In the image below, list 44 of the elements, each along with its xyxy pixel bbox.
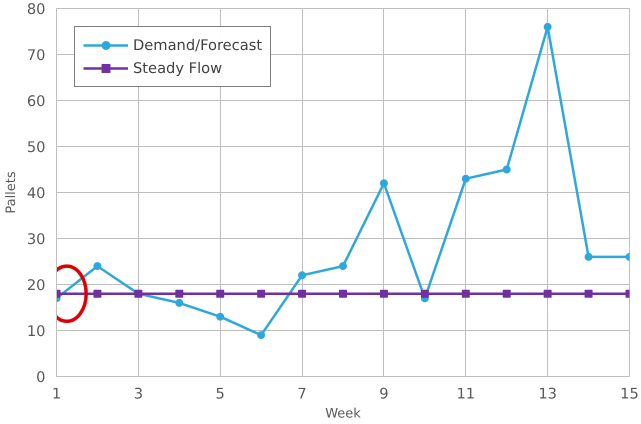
point [175,298,184,307]
y-tick-label: 60 [26,93,46,110]
point [257,331,266,340]
point [298,271,306,280]
y-axis-title: Pallets [4,171,19,214]
point [298,290,306,298]
point [584,290,593,298]
point [257,290,266,298]
point [380,179,388,188]
legend-label: Steady Flow [133,60,222,76]
point [216,312,224,321]
x-tick-label: 15 [620,386,639,402]
y-tick-label: 80 [26,1,46,18]
y-tick-label: 20 [26,277,46,294]
x-tick-label: 3 [134,386,144,402]
y-tick-label: 30 [26,231,46,248]
y-tick-label: 40 [26,185,46,202]
x-tick-label: 5 [216,386,225,402]
point [420,290,429,298]
x-tick-label: 9 [379,386,389,402]
point [462,290,470,298]
point [216,290,224,298]
point [502,290,511,298]
point [502,166,511,174]
x-tick-label: 1 [52,386,62,402]
y-tick-label: 70 [26,47,46,64]
x-tick-label: 13 [538,386,557,402]
y-tick-label: 10 [26,323,46,340]
point [462,174,470,183]
y-tick-label: 50 [26,139,46,156]
legend-label: Demand/Forecast [133,36,262,54]
point [93,290,102,298]
point [544,22,552,31]
point [175,290,184,298]
point [584,252,593,261]
y-tick-label: 0 [36,369,46,386]
point [339,290,347,298]
point [544,290,552,298]
point [380,290,388,298]
x-tick-label: 11 [456,386,476,402]
x-tick-label: 7 [297,386,307,402]
point [339,262,347,270]
point [93,262,102,270]
x-axis-title: Week [325,406,362,422]
